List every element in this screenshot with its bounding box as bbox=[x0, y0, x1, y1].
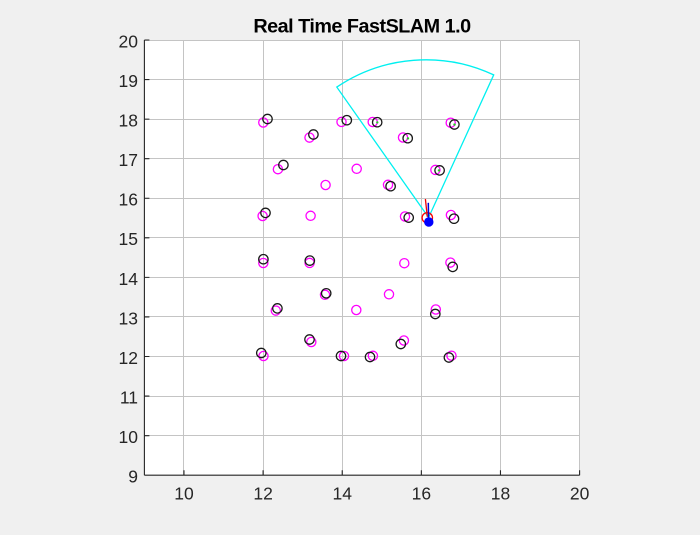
svg-text:16: 16 bbox=[119, 190, 138, 210]
svg-text:14: 14 bbox=[119, 269, 139, 289]
svg-text:12: 12 bbox=[119, 348, 138, 368]
svg-text:18: 18 bbox=[119, 111, 138, 131]
svg-text:18: 18 bbox=[491, 484, 510, 504]
svg-text:10: 10 bbox=[174, 484, 194, 504]
svg-text:15: 15 bbox=[119, 229, 138, 249]
svg-text:20: 20 bbox=[119, 31, 139, 51]
svg-text:17: 17 bbox=[119, 150, 138, 170]
svg-text:Real Time FastSLAM 1.0: Real Time FastSLAM 1.0 bbox=[253, 16, 471, 38]
svg-text:12: 12 bbox=[253, 484, 272, 504]
svg-text:11: 11 bbox=[120, 387, 138, 407]
svg-text:19: 19 bbox=[119, 71, 138, 91]
svg-text:10: 10 bbox=[119, 427, 139, 447]
svg-text:13: 13 bbox=[119, 308, 138, 328]
svg-text:9: 9 bbox=[128, 467, 138, 487]
svg-text:20: 20 bbox=[570, 484, 590, 504]
svg-text:16: 16 bbox=[412, 484, 431, 504]
svg-text:14: 14 bbox=[332, 484, 352, 504]
